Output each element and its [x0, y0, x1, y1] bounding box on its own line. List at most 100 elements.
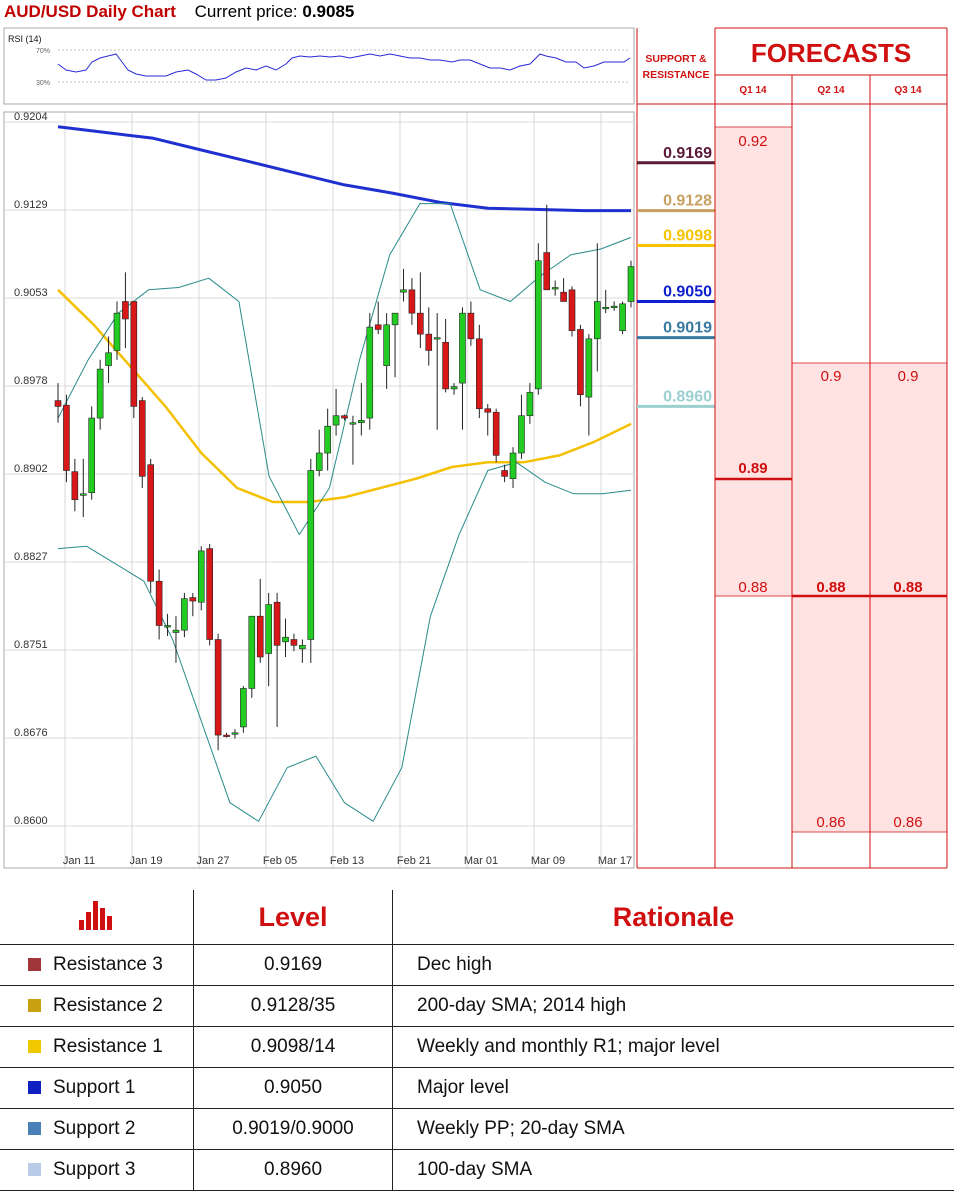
y-axis: 0.9204 0.9129 0.9053 0.8978 0.8902 0.8827 0.87… [14, 111, 48, 827]
candle-body [290, 639, 298, 646]
candle-body [526, 392, 534, 417]
q3-mid: 0.88 [893, 579, 922, 596]
candle-body [535, 260, 542, 390]
main-chart-frame [3, 111, 635, 869]
q3-high: 0.9 [898, 368, 919, 385]
row-name: Resistance 1 [0, 1026, 194, 1068]
candle-body [543, 252, 551, 291]
candle-body [577, 329, 584, 396]
support-resistance-column: SUPPORT & RESISTANCE 0.91690.91280.90980… [636, 28, 715, 868]
candle-body [501, 470, 508, 477]
q3-low: 0.86 [893, 814, 922, 831]
level-label: 0.9098 [663, 228, 712, 245]
table-row: Resistance 3 0.9169 Dec high [0, 944, 954, 986]
table-row: Resistance 2 0.9128/35 200-day SMA; 2014 h… [0, 985, 954, 1027]
header-level: Level [193, 890, 393, 945]
level-color-swatch [28, 958, 41, 972]
rsi-tick-30: 30% [36, 80, 50, 87]
rsi-line [57, 53, 631, 81]
candle-body [63, 404, 70, 471]
candle-body [560, 291, 567, 302]
candle-body [206, 548, 213, 640]
level-color-swatch [28, 999, 41, 1013]
candle-body [189, 597, 197, 602]
table-row: Support 1 0.9050 Major level [0, 1067, 954, 1109]
candle-body [476, 338, 483, 410]
candle-body [627, 266, 635, 302]
level-color-swatch [28, 1163, 41, 1177]
row-rationale: Major level [392, 1067, 954, 1109]
y-tick-label: 0.9053 [14, 287, 48, 299]
rsi-panel: RSI (14) 70% 30% [3, 27, 635, 105]
row-rationale: Weekly PP; 20-day SMA [392, 1108, 954, 1150]
row-rationale: 100-day SMA [392, 1149, 954, 1191]
chart-title: AUD/USD Daily Chart [4, 2, 176, 21]
candle-body [383, 324, 390, 366]
candle-body [265, 604, 272, 654]
table-header: Level Rationale [0, 890, 954, 945]
rsi-label: RSI (14) [8, 34, 42, 44]
sr-label-2: RESISTANCE [643, 69, 710, 81]
candles [54, 204, 635, 751]
row-name: Support 2 [0, 1108, 194, 1150]
current-price-value: 0.9085 [302, 2, 355, 21]
candle-body [374, 324, 382, 330]
candle-body [408, 289, 416, 314]
candle-body [96, 368, 104, 419]
row-name: Support 1 [0, 1067, 194, 1109]
candle-body [509, 452, 517, 479]
q2-range [792, 363, 870, 832]
candle-body [610, 305, 618, 308]
x-tick-label: Mar 01 [464, 855, 498, 867]
candle-body [602, 307, 610, 310]
q2-low: 0.86 [816, 814, 845, 831]
candle-body [172, 629, 180, 633]
candle-body [88, 417, 96, 493]
candle-body [256, 615, 264, 658]
row-level: 0.9098/14 [193, 1026, 393, 1068]
candle-body [273, 601, 281, 646]
candle-body [147, 464, 154, 582]
q2-high: 0.9 [821, 368, 842, 385]
row-name-text: Resistance 1 [53, 1036, 163, 1057]
y-tick-label: 0.8676 [14, 727, 48, 739]
row-name: Resistance 3 [0, 944, 194, 986]
x-tick-label: Jan 27 [196, 855, 229, 867]
row-name-text: Support 2 [53, 1118, 136, 1139]
candle-body [130, 301, 138, 407]
candle-body [214, 639, 222, 736]
candle-body [113, 312, 121, 351]
sr-levels: 0.9169 0.9128 0.9098 0.9050 0.9019 0.8960 [637, 145, 715, 408]
level-color-swatch [28, 1040, 41, 1054]
candle-body [299, 645, 306, 650]
row-name-text: Resistance 3 [53, 954, 163, 975]
level-label: 0.9128 [663, 193, 712, 210]
table-row: Resistance 1 0.9098/14 Weekly and monthly … [0, 1026, 954, 1068]
level-label: 0.8960 [663, 388, 712, 405]
q1-high: 0.92 [738, 133, 767, 150]
candle-body [450, 386, 458, 390]
quarter-q1: Q1 14 [739, 85, 767, 96]
row-rationale: Dec high [392, 944, 954, 986]
series-line-1 [57, 125, 631, 213]
candle-body [164, 625, 171, 628]
row-level: 0.8960 [193, 1149, 393, 1191]
x-tick-label: Jan 11 [63, 855, 95, 867]
candle-body [240, 688, 247, 728]
q3-range [870, 363, 947, 832]
candle-body [349, 422, 357, 425]
candle-body [459, 312, 466, 384]
candle-body [433, 337, 441, 340]
series-line-3 [57, 461, 632, 822]
forecasts-panel: FORECASTS Q1 14 Q2 14 Q3 14 0.92 0.89 0.… [637, 27, 948, 869]
candle-body [391, 312, 399, 326]
candle-body [223, 734, 230, 737]
table-row: Support 2 0.9019/0.9000 Weekly PP; 20-day … [0, 1108, 954, 1150]
q2-mid: 0.88 [816, 579, 845, 596]
row-level: 0.9019/0.9000 [193, 1108, 393, 1150]
current-price: Current price: 0.9085 [195, 2, 355, 21]
row-level: 0.9050 [193, 1067, 393, 1109]
candle-body [231, 732, 239, 735]
level-label: 0.9019 [663, 320, 712, 337]
quarter-q3: Q3 14 [894, 85, 922, 96]
